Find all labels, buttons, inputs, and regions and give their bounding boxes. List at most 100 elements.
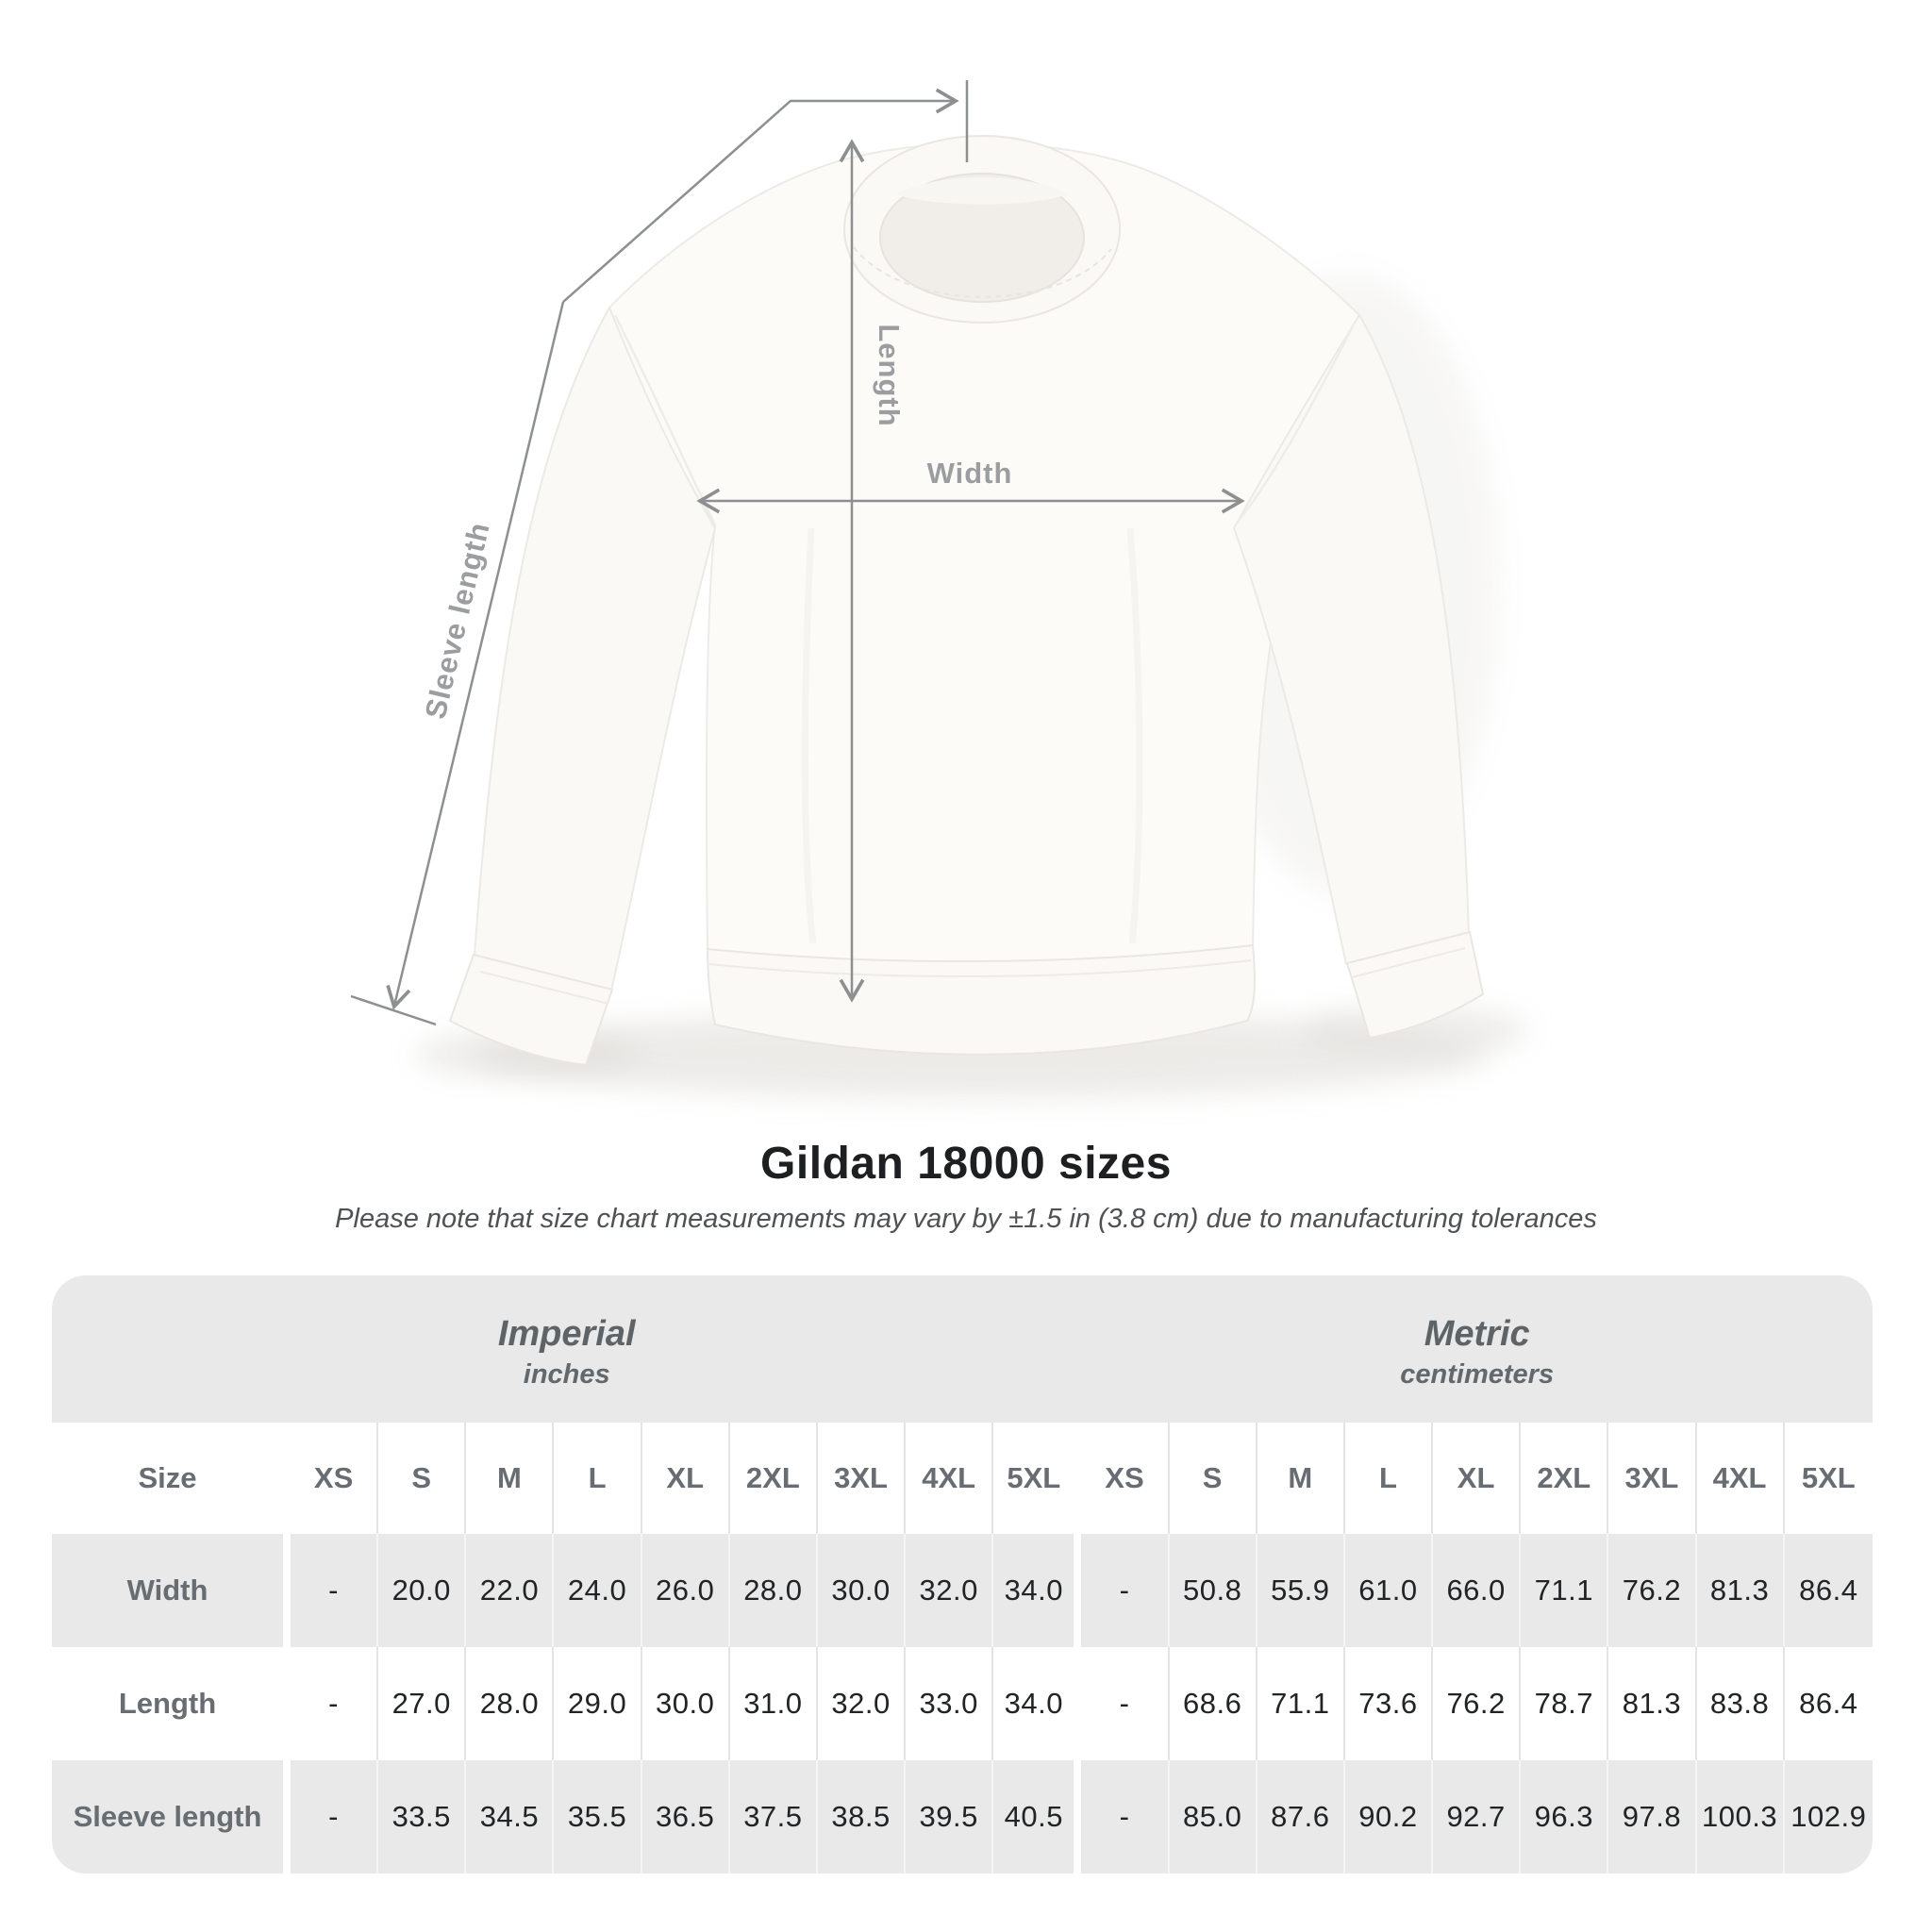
table-row-sleeve-length: Sleeve length -33.5 34.5 35.5 36.5 37.5 38.5 39…	[52, 1760, 1873, 1874]
imperial-label: Imperial	[497, 1314, 636, 1354]
table-cell: 26.0	[641, 1534, 730, 1647]
right-cuff	[1346, 931, 1484, 1039]
sweatshirt-left-sleeve	[474, 307, 716, 991]
size-column-metric-2xl: 2XL	[1521, 1423, 1609, 1534]
table-cell: -	[291, 1534, 379, 1647]
left-cuff	[449, 954, 613, 1066]
table-cell: -	[1081, 1647, 1170, 1760]
table-cell: 40.5	[993, 1760, 1082, 1874]
page-title: Gildan 18000 sizes	[760, 1139, 1172, 1189]
table-cell: 87.6	[1257, 1760, 1345, 1874]
table-cell: -	[1081, 1760, 1170, 1874]
table-cell: 35.5	[554, 1760, 642, 1874]
size-column-imperial-m: M	[466, 1423, 555, 1534]
table-cell: 33.5	[378, 1760, 467, 1874]
table-cell: 81.3	[1608, 1647, 1697, 1760]
table-cell: 39.5	[906, 1760, 994, 1874]
table-cell: 71.1	[1257, 1647, 1345, 1760]
size-table: Imperial inches Metric centimeters Size …	[52, 1275, 1873, 1874]
row-label: Sleeve length	[52, 1760, 291, 1874]
table-cell: 73.6	[1344, 1647, 1434, 1760]
sweatshirt-right-sleeve	[1233, 314, 1470, 965]
size-column-metric-3xl: 3XL	[1608, 1423, 1697, 1534]
table-cell: 24.0	[554, 1534, 642, 1647]
table-cell: 86.4	[1784, 1534, 1873, 1647]
table-cell: 90.2	[1344, 1760, 1434, 1874]
table-cell: 32.0	[906, 1534, 994, 1647]
width-label: Width	[927, 457, 1013, 490]
length-label: Length	[873, 324, 906, 426]
sweatshirt	[449, 135, 1484, 1066]
size-column-imperial-4xl: 4XL	[906, 1423, 994, 1534]
table-cell: 33.0	[906, 1647, 994, 1760]
size-column-metric-m: M	[1257, 1423, 1345, 1534]
table-cell: 81.3	[1696, 1534, 1785, 1647]
table-cell: 22.0	[466, 1534, 555, 1647]
page-subtitle: Please note that size chart measurements…	[335, 1204, 1597, 1234]
size-column-imperial-xs: XS	[291, 1423, 379, 1534]
size-column-header: Size	[52, 1423, 291, 1534]
unit-header-metric: Metric centimeters	[1081, 1275, 1873, 1423]
table-row-length: Length -27.0 28.0 29.0 30.0 31.0 32.0 33.0 34.0-…	[52, 1647, 1873, 1760]
size-column-metric-xs: XS	[1081, 1423, 1170, 1534]
unit-header-imperial: Imperial inches	[52, 1275, 1082, 1423]
table-cell: 30.0	[817, 1534, 907, 1647]
table-cell: 100.3	[1696, 1760, 1785, 1874]
table-cell: 34.5	[466, 1760, 555, 1874]
table-cell: 28.0	[729, 1534, 818, 1647]
table-cell: 61.0	[1344, 1534, 1434, 1647]
table-cell: 68.6	[1169, 1647, 1257, 1760]
table-cell: 29.0	[554, 1647, 642, 1760]
imperial-unit: inches	[523, 1359, 610, 1390]
table-cell: 102.9	[1784, 1760, 1873, 1874]
table-cell: 76.2	[1433, 1647, 1522, 1760]
table-cell: 30.0	[641, 1647, 730, 1760]
table-cell: 55.9	[1257, 1534, 1345, 1647]
shoulder-guide-line	[562, 88, 959, 303]
sweatshirt-illustration: Length Width Sleeve length	[350, 80, 1528, 1098]
table-cell: -	[1081, 1534, 1170, 1647]
size-header-row: Size XS S M L XL 2XL 3XL 4XL 5XL XS S M L XL 2XL 3XL 4XL…	[52, 1423, 1873, 1534]
table-cell: 96.3	[1521, 1760, 1609, 1874]
size-column-metric-5xl: 5XL	[1784, 1423, 1873, 1534]
sleeve-length-arrow	[386, 301, 565, 1010]
size-column-metric-l: L	[1344, 1423, 1434, 1534]
table-cell: 36.5	[641, 1760, 730, 1874]
size-column-metric-xl: XL	[1433, 1423, 1522, 1534]
collar	[843, 135, 1121, 324]
size-column-imperial-xl: XL	[641, 1423, 730, 1534]
table-cell: 66.0	[1433, 1534, 1522, 1647]
table-cell: 20.0	[378, 1534, 467, 1647]
table-cell: 83.8	[1696, 1647, 1785, 1760]
size-column-imperial-5xl: 5XL	[993, 1423, 1082, 1534]
table-cell: 76.2	[1608, 1534, 1697, 1647]
metric-label: Metric	[1424, 1314, 1530, 1354]
table-cell: -	[291, 1760, 379, 1874]
table-cell: 50.8	[1169, 1534, 1257, 1647]
sleeve-length-label: Sleeve length	[419, 519, 496, 722]
table-row-width: Width -20.0 22.0 24.0 26.0 28.0 30.0 32.0 34.0-5…	[52, 1534, 1873, 1647]
table-cell: 97.8	[1608, 1760, 1697, 1874]
table-cell: 85.0	[1169, 1760, 1257, 1874]
table-cell: 28.0	[466, 1647, 555, 1760]
row-label: Length	[52, 1647, 291, 1760]
row-label: Width	[52, 1534, 291, 1647]
table-cell: 86.4	[1784, 1647, 1873, 1760]
measurement-annotations	[350, 80, 1245, 1026]
table-cell: 34.0	[993, 1647, 1082, 1760]
size-column-imperial-3xl: 3XL	[817, 1423, 907, 1534]
size-column-imperial-2xl: 2XL	[729, 1423, 818, 1534]
table-cell: 34.0	[993, 1534, 1082, 1647]
size-column-metric-4xl: 4XL	[1696, 1423, 1785, 1534]
table-cell: 38.5	[817, 1760, 907, 1874]
table-cell: 37.5	[729, 1760, 818, 1874]
waistband	[707, 944, 1256, 1056]
unit-header-row: Imperial inches Metric centimeters	[52, 1275, 1873, 1423]
metric-unit: centimeters	[1400, 1359, 1555, 1390]
table-cell: 31.0	[729, 1647, 818, 1760]
size-column-metric-s: S	[1169, 1423, 1257, 1534]
table-cell: 27.0	[378, 1647, 467, 1760]
table-cell: 32.0	[817, 1647, 907, 1760]
table-cell: -	[291, 1647, 379, 1760]
